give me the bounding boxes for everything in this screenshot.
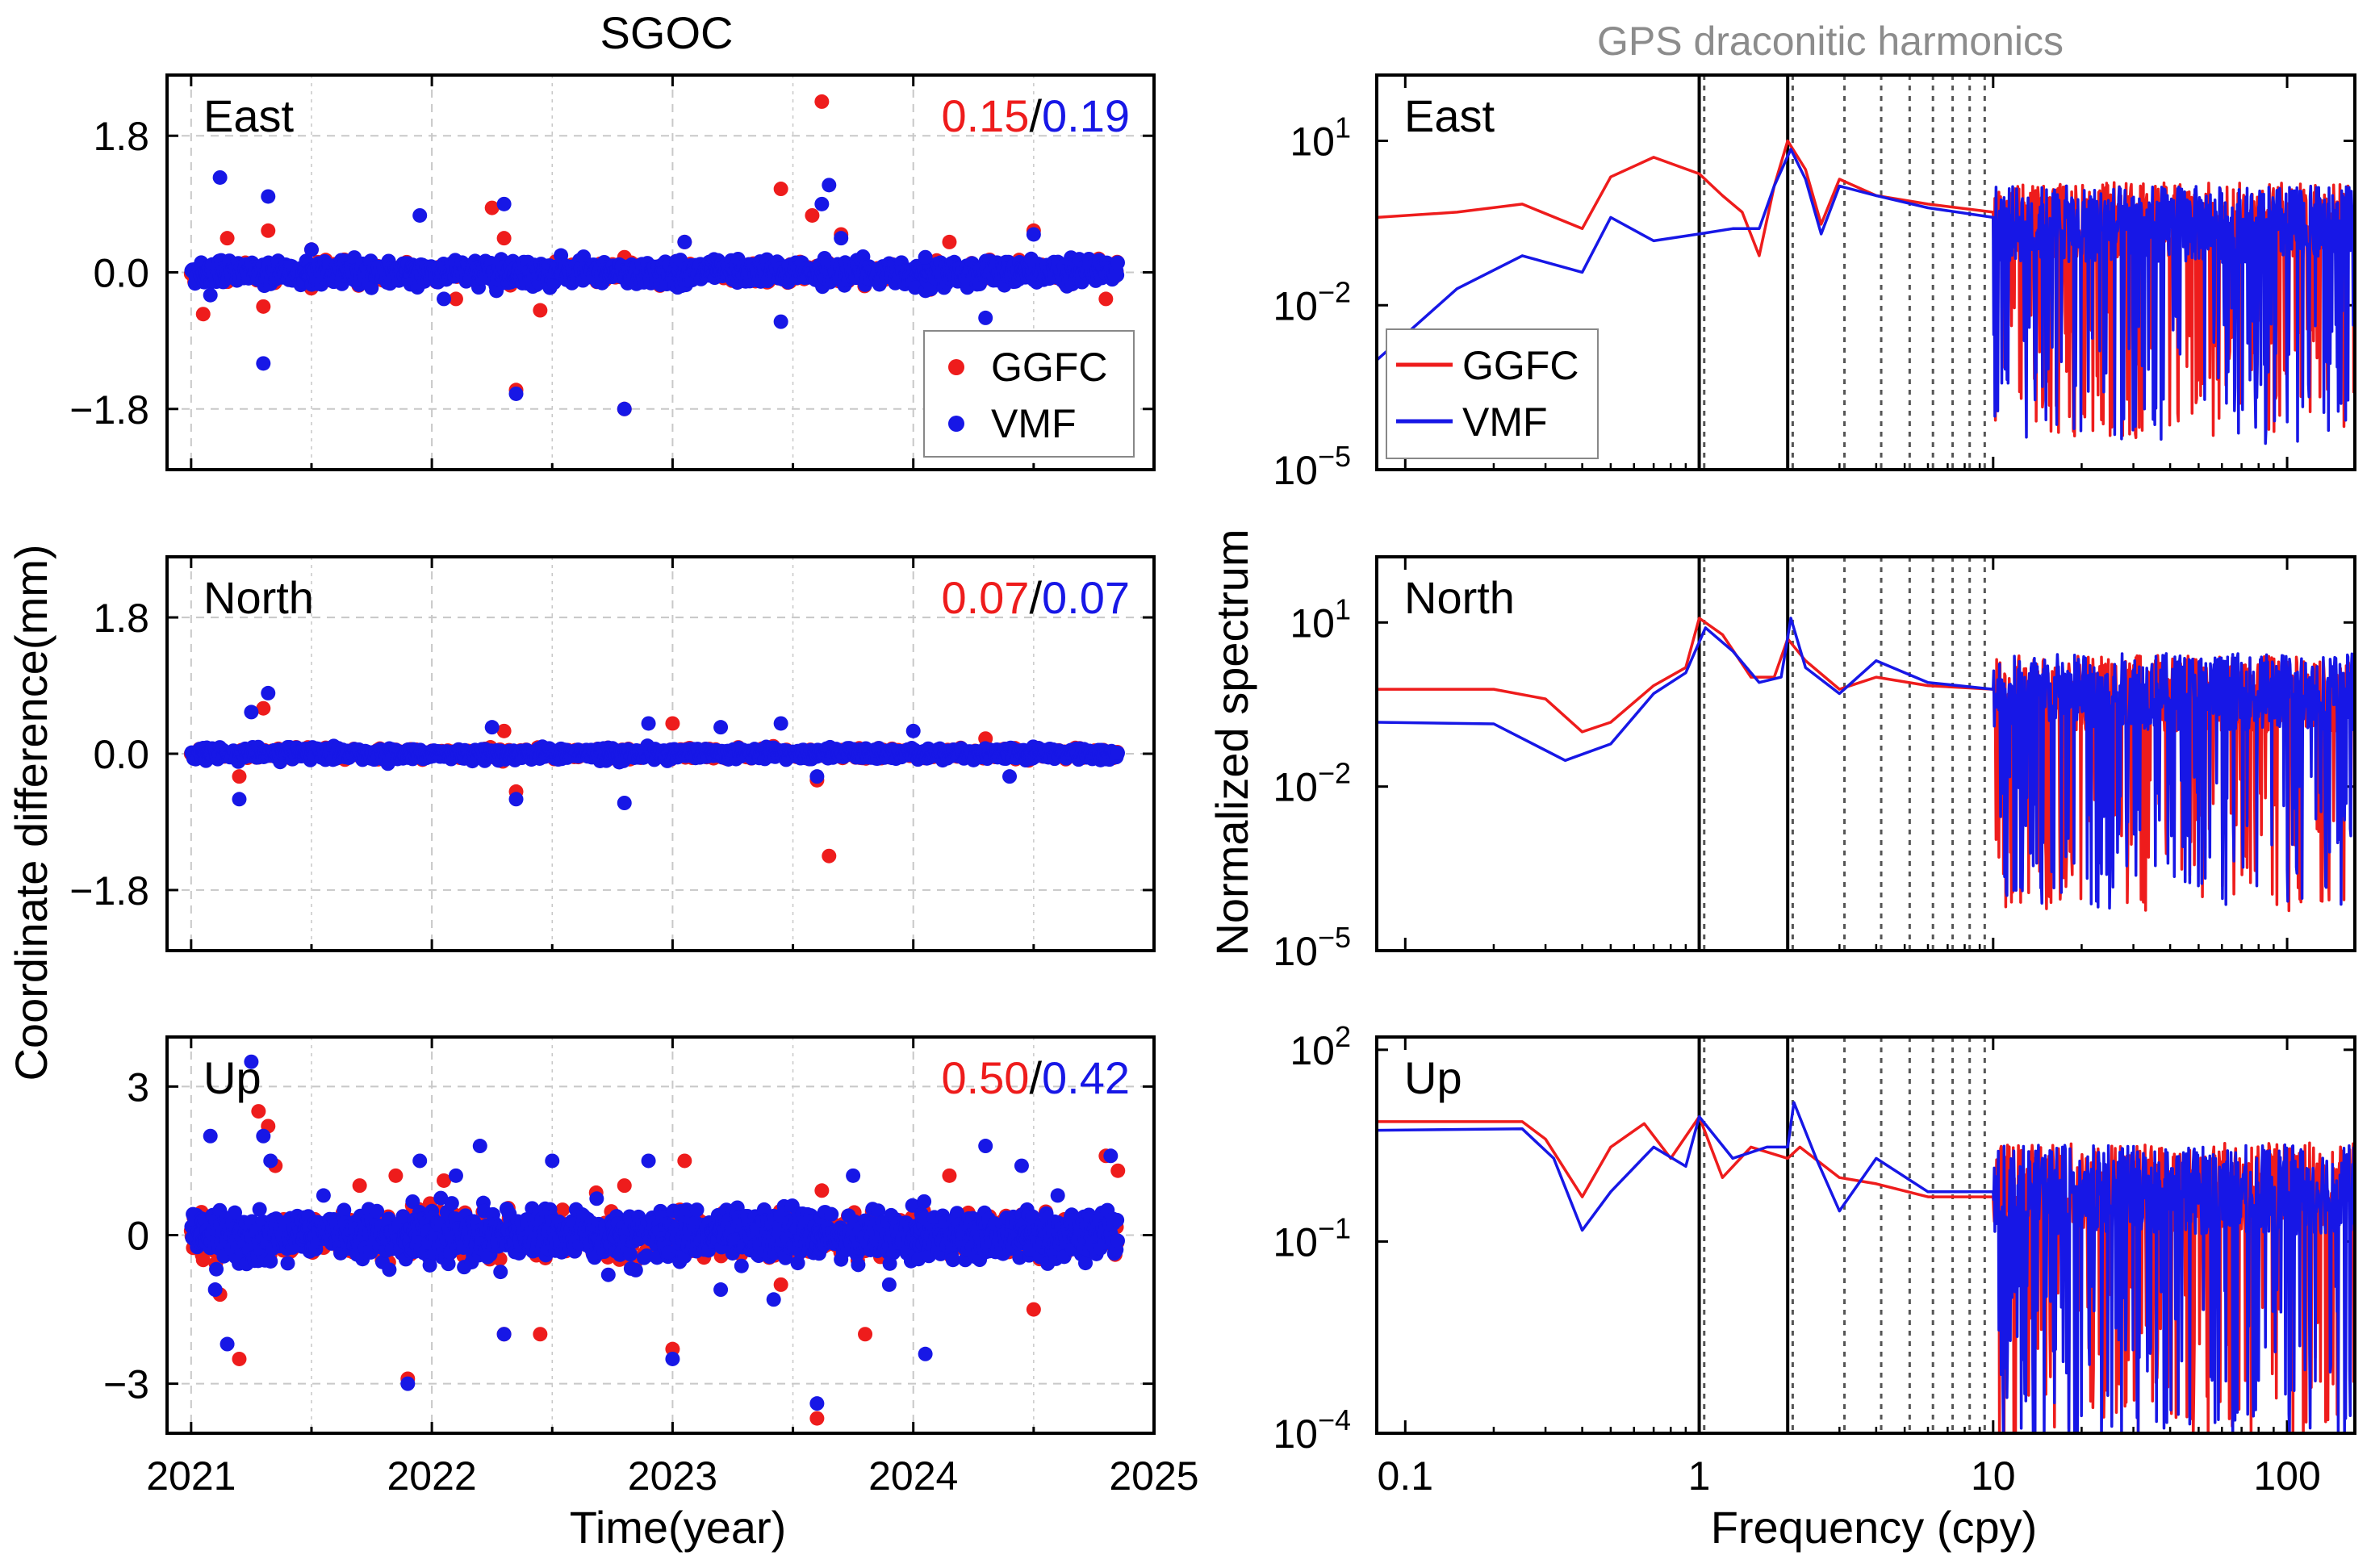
right-ylabel: Normalized spectrum	[1206, 529, 1257, 955]
panel-left-east: 1.8 0.0 −1.8 East 0.15/0.19 GGFC VMF	[69, 73, 1156, 471]
vmf-point	[437, 291, 452, 307]
y-tick-label: −1.8	[69, 387, 149, 433]
legend-ggfc-label: GGFC	[991, 345, 1107, 390]
vmf-point	[1026, 227, 1041, 242]
ggfc-point	[261, 223, 276, 238]
ggfc-point	[496, 723, 512, 738]
ggfc-point	[448, 291, 463, 307]
ggfc-point	[942, 234, 957, 249]
right-xlabel: Frequency (cpy)	[1711, 1502, 2038, 1553]
rms-sep: /	[1029, 90, 1042, 141]
component-label: East	[203, 90, 294, 141]
vmf-point	[256, 356, 271, 371]
y-tick-label: 0.0	[93, 732, 149, 777]
plot-frame	[165, 73, 1156, 471]
legend-vmf-marker	[948, 416, 964, 432]
ggfc-point	[1098, 291, 1114, 307]
vmf-point	[773, 314, 788, 329]
left-xlabel: Time(year)	[570, 1502, 787, 1553]
legend-vmf-label: VMF	[991, 401, 1077, 446]
ggfc-point	[533, 303, 548, 318]
scatter-points	[183, 685, 1126, 863]
left-title: SGOC	[600, 7, 734, 58]
ggfc-point	[256, 299, 271, 314]
ggfc-point	[496, 231, 512, 246]
ggfc-point	[195, 307, 211, 322]
legend-ggfc-marker	[948, 359, 964, 375]
vmf-point	[617, 401, 632, 416]
y-tick-label: 1.8	[93, 596, 149, 641]
rms-ggfc: 0.15	[941, 90, 1029, 141]
vmf-point	[822, 178, 837, 193]
vmf-point	[978, 310, 993, 325]
vmf-point	[303, 242, 319, 257]
legend: GGFC VMF	[923, 330, 1135, 458]
vmf-point	[203, 287, 218, 303]
vmf-point	[508, 386, 524, 401]
vmf-point	[412, 207, 428, 223]
left-ylabel: Coordinate difference(mm)	[6, 544, 56, 1081]
vmf-point	[677, 234, 692, 249]
vmf-point	[1110, 267, 1125, 282]
ggfc-point	[232, 769, 247, 784]
ggfc-point	[256, 700, 271, 716]
vmf-point	[814, 196, 830, 211]
vmf-point	[1110, 255, 1126, 270]
vmf-point	[918, 249, 933, 265]
ggfc-point	[220, 231, 235, 246]
ggfc-point	[484, 200, 500, 215]
vmf-point	[496, 196, 512, 211]
y-tick-label: 1.8	[93, 114, 149, 159]
ggfc-point	[814, 94, 830, 109]
ggfc-point	[822, 848, 837, 863]
vmf-point	[212, 169, 228, 185]
ggfc-point	[665, 716, 680, 731]
rms-vmf: 0.19	[1042, 90, 1130, 141]
ggfc-point	[773, 182, 788, 197]
y-tick-label: 0.0	[93, 251, 149, 296]
scatter-points	[183, 94, 1126, 416]
ggfc-point	[805, 207, 820, 223]
right-title: GPS draconitic harmonics	[1597, 19, 2064, 64]
y-tick-label: −1.8	[69, 868, 149, 914]
vmf-point	[261, 189, 276, 204]
legend-box	[923, 330, 1135, 458]
rms-stat: 0.15/0.19	[941, 90, 1130, 141]
vmf-point	[834, 231, 849, 246]
